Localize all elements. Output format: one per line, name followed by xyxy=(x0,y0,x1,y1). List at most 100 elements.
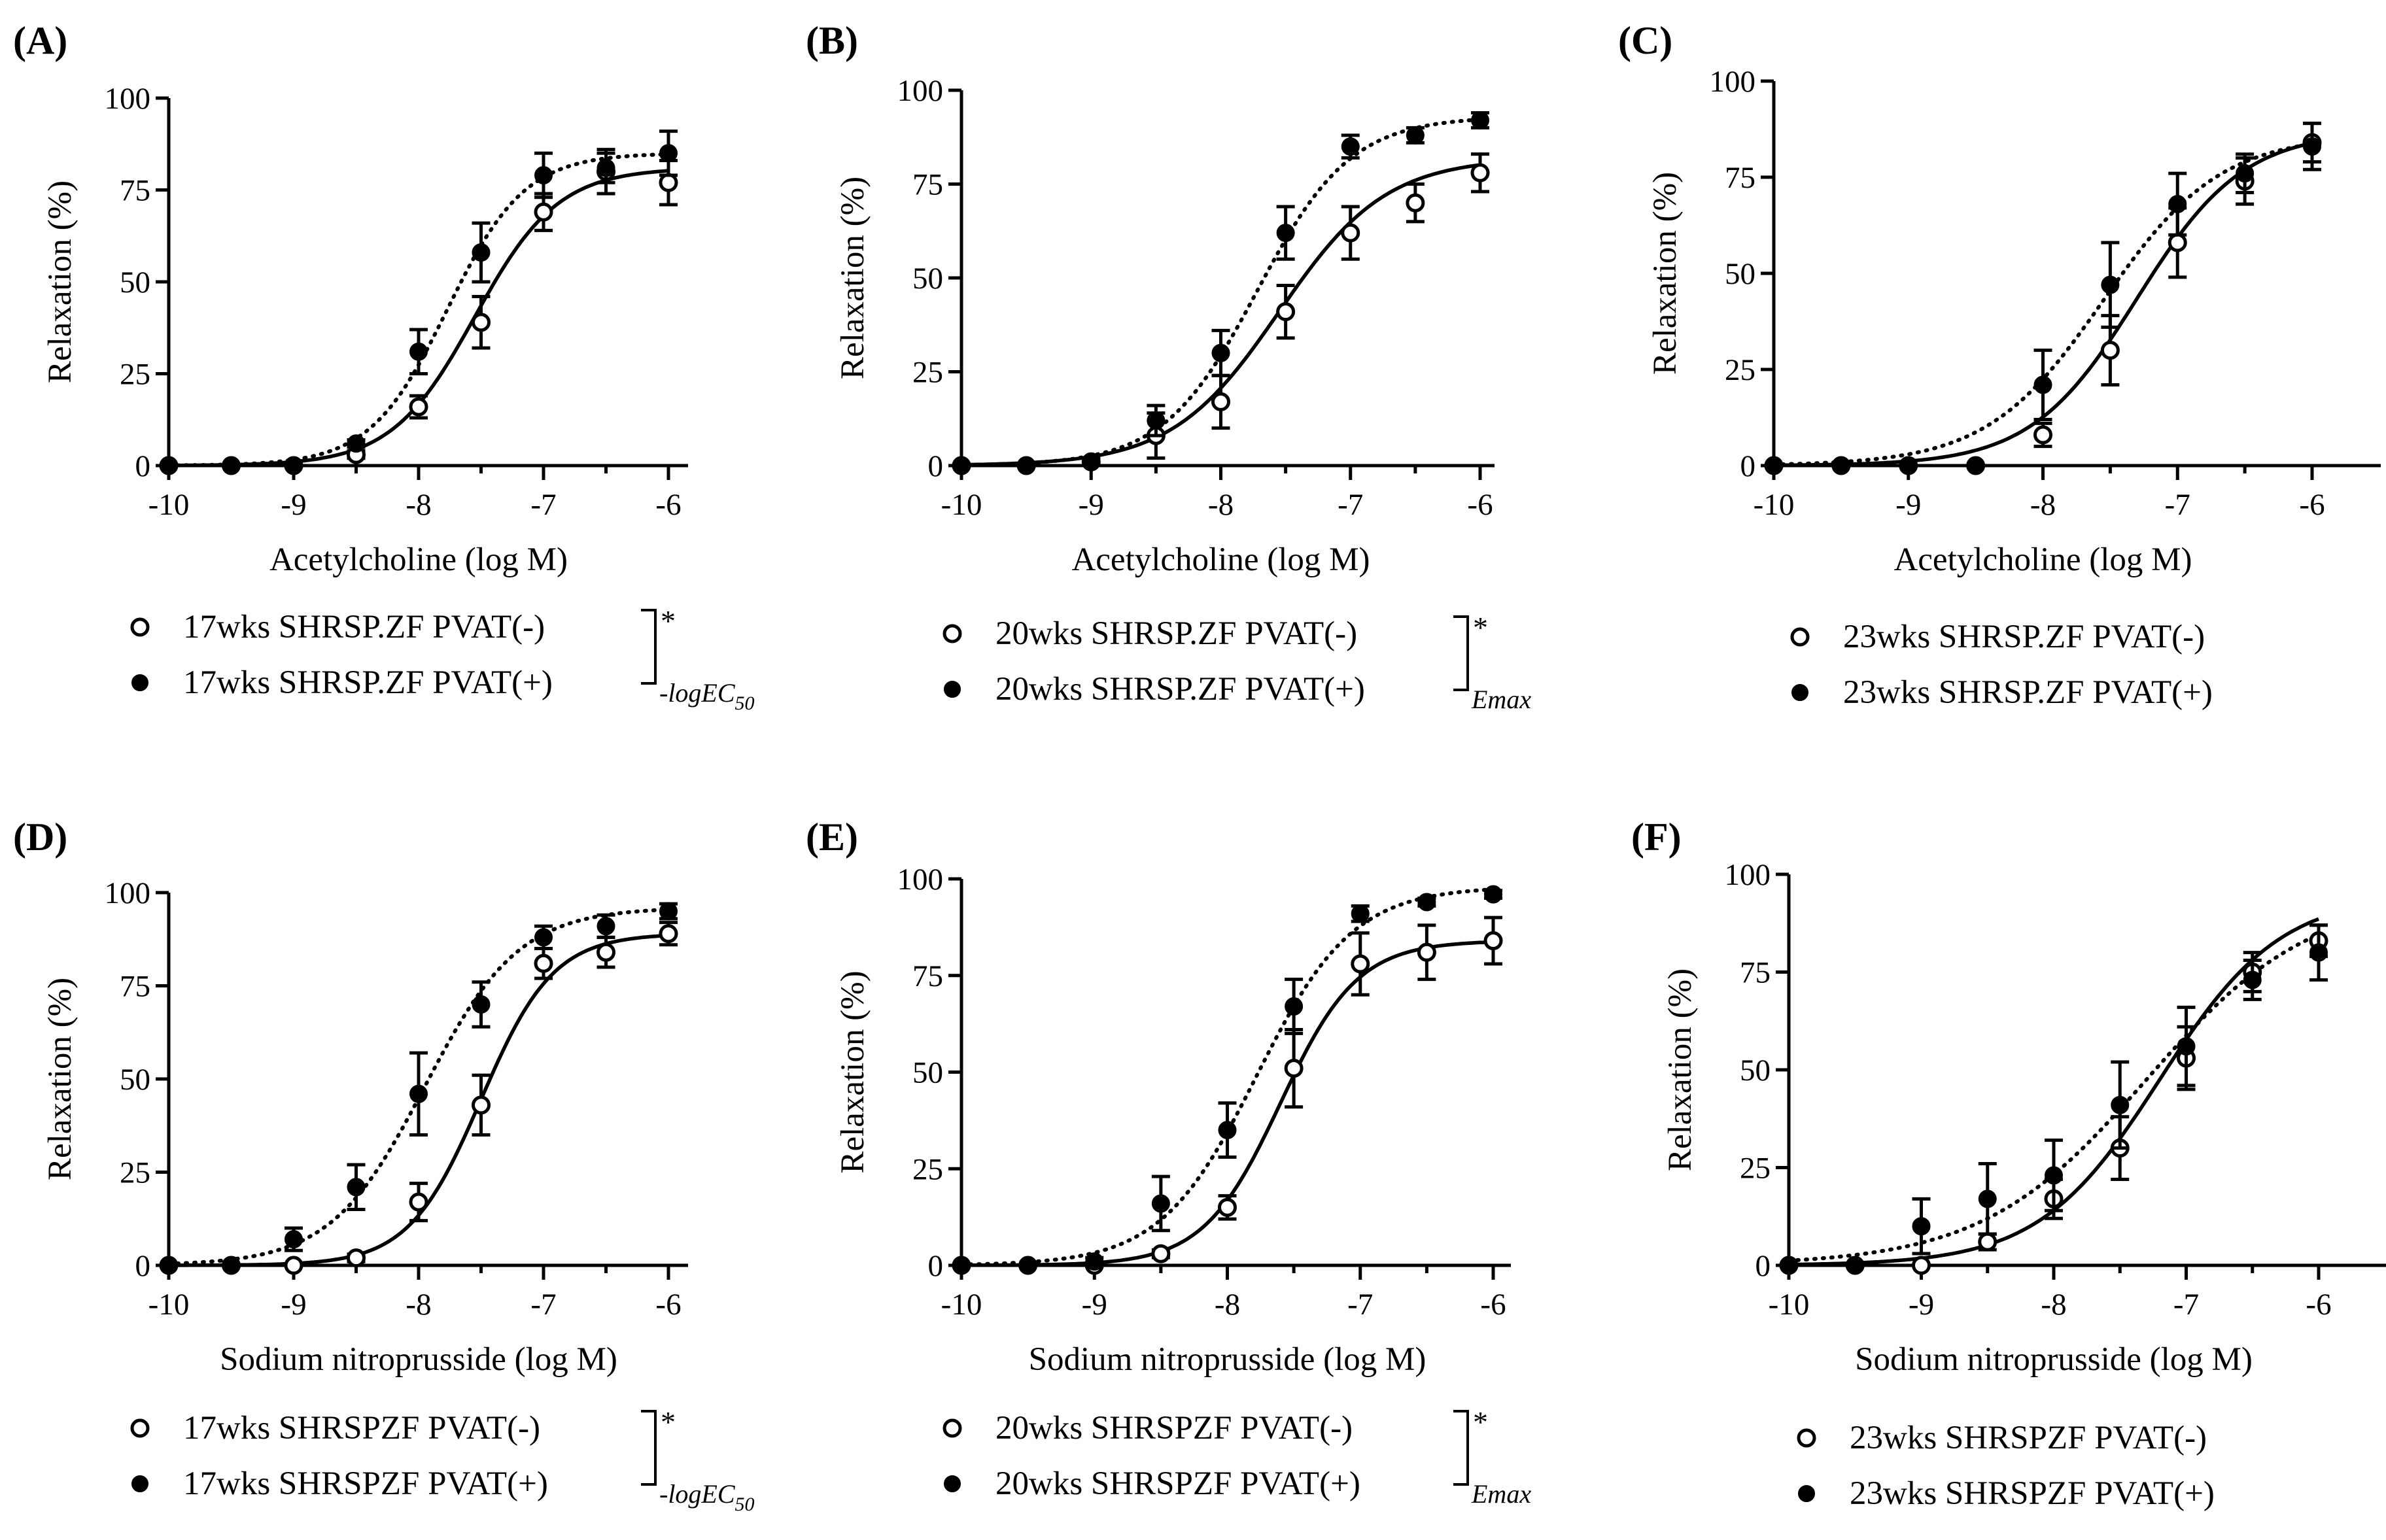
significance-bracket xyxy=(641,1410,657,1486)
data-point-pvat-plus xyxy=(347,1178,366,1197)
data-point-pvat-minus xyxy=(534,202,553,222)
legend-marker-open xyxy=(130,617,150,637)
data-point-pvat-plus xyxy=(2101,275,2120,294)
fit-curve-pvat-plus xyxy=(1787,933,2321,1263)
y-tick-label: 25 xyxy=(1740,1152,1771,1186)
y-tick-label: 0 xyxy=(928,449,944,483)
significance-bracket xyxy=(1453,1410,1469,1486)
significance-star: * xyxy=(1473,611,1488,644)
data-point-pvat-plus xyxy=(1218,1121,1237,1140)
legend-entry: 23wks SHRSP.ZF PVAT(-) xyxy=(1843,619,2205,655)
data-point-pvat-plus xyxy=(1351,904,1370,923)
data-point-pvat-minus xyxy=(659,924,678,944)
significance-star: * xyxy=(661,1405,676,1439)
significance-label: -logEC50 xyxy=(659,1479,755,1515)
x-tick-label: -8 xyxy=(406,488,431,522)
data-point-pvat-minus xyxy=(1151,1244,1171,1263)
x-tick-label: -10 xyxy=(1769,1288,1810,1322)
legend-entry: 20wks SHRSP.ZF PVAT(+) xyxy=(995,671,1365,708)
data-point-pvat-minus xyxy=(347,1248,366,1268)
x-tick-label: -10 xyxy=(941,1288,982,1322)
data-point-pvat-plus xyxy=(1978,1189,1997,1208)
data-point-pvat-plus xyxy=(472,995,491,1014)
panel-label: (B) xyxy=(806,19,858,62)
data-point-pvat-plus xyxy=(2303,137,2321,156)
legend-entry: 23wks SHRSPZF PVAT(+) xyxy=(1850,1475,2215,1512)
data-point-pvat-plus xyxy=(1082,453,1101,471)
x-tick-label: -9 xyxy=(1909,1288,1934,1322)
data-point-pvat-minus xyxy=(1470,163,1490,182)
data-point-pvat-minus xyxy=(472,1095,491,1115)
y-tick-label: 100 xyxy=(897,863,944,897)
significance-label: -logEC50 xyxy=(659,678,755,714)
legend-marker-filled xyxy=(944,681,961,698)
data-point-pvat-plus xyxy=(2243,970,2262,989)
x-tick-label: -10 xyxy=(1754,488,1795,522)
y-tick-label: 100 xyxy=(1725,858,1771,892)
panel-f: (F) 0 25 50 75 100 -10 -9 -8 -7 -6 Sodium nitroprus… xyxy=(1631,815,2386,1512)
x-tick-label: -9 xyxy=(281,488,306,522)
panel-c: (C) 0 25 50 75 100 -10 -9 -8 -7 -6 Acetylcholine (l… xyxy=(1618,19,2381,711)
data-point-pvat-minus xyxy=(409,397,428,417)
y-axis-label: Relaxation (%) xyxy=(42,180,78,383)
data-point-pvat-plus xyxy=(1276,224,1295,243)
data-point-pvat-minus xyxy=(1912,1256,1931,1275)
data-point-pvat-plus xyxy=(2045,1166,2063,1185)
data-point-pvat-plus xyxy=(1151,1194,1170,1213)
data-point-pvat-plus xyxy=(2177,1037,2196,1056)
panel-a: (A) 0 25 50 75 100 -10 -9 -8 -7 -6 Acetylcholine (l… xyxy=(13,19,755,714)
x-axis-label: Sodium nitroprusside (log M) xyxy=(220,1341,617,1378)
x-tick-label: -7 xyxy=(530,1288,556,1322)
data-point-pvat-plus xyxy=(1765,456,1783,475)
data-point-pvat-minus xyxy=(1483,931,1503,951)
legend-marker-open xyxy=(130,1418,150,1438)
y-tick-label: 25 xyxy=(1725,353,1755,387)
x-tick-label: -6 xyxy=(1480,1288,1506,1322)
y-axis-label: Relaxation (%) xyxy=(835,970,871,1173)
data-point-pvat-plus xyxy=(472,243,491,262)
legend-entry: 17wks SHRSPZF PVAT(-) xyxy=(183,1410,540,1446)
data-point-pvat-minus xyxy=(1978,1232,1997,1252)
x-tick-label: -10 xyxy=(148,488,190,522)
x-axis-label: Acetylcholine (log M) xyxy=(269,541,568,578)
data-point-pvat-minus xyxy=(1211,392,1230,411)
data-point-pvat-plus xyxy=(1085,1252,1104,1271)
x-tick-label: -7 xyxy=(530,488,556,522)
legend-entry: 20wks SHRSPZF PVAT(+) xyxy=(995,1465,1360,1502)
data-point-pvat-minus xyxy=(284,1256,303,1275)
data-point-pvat-plus xyxy=(1471,111,1489,129)
legend-marker-open xyxy=(1790,627,1810,647)
x-tick-label: -8 xyxy=(1208,488,1234,522)
significance-label: Emax xyxy=(1471,685,1531,714)
y-tick-label: 0 xyxy=(135,1249,151,1283)
legend-marker-filled xyxy=(1791,684,1808,701)
data-point-pvat-minus xyxy=(472,313,491,332)
y-tick-label: 50 xyxy=(120,1063,150,1097)
panel-label: (C) xyxy=(1618,19,1672,62)
data-point-pvat-minus xyxy=(2033,425,2052,445)
x-tick-label: -7 xyxy=(1347,1288,1373,1322)
legend: 23wks SHRSP.ZF PVAT(-) 23wks SHRSP.ZF PVA… xyxy=(1790,619,2213,711)
x-axis-label: Acetylcholine (log M) xyxy=(1071,541,1370,578)
y-tick-label: 25 xyxy=(912,1152,943,1186)
data-point-pvat-plus xyxy=(1846,1256,1865,1275)
data-point-pvat-plus xyxy=(285,456,303,475)
y-axis-label: Relaxation (%) xyxy=(1647,172,1684,375)
y-tick-label: 25 xyxy=(912,356,943,390)
legend-entry: 20wks SHRSPZF PVAT(-) xyxy=(995,1410,1353,1446)
data-point-pvat-plus xyxy=(2168,195,2187,214)
data-point-pvat-minus xyxy=(1417,942,1436,962)
x-tick-label: -8 xyxy=(406,1288,431,1322)
x-tick-label: -9 xyxy=(281,1288,306,1322)
legend-marker-filled xyxy=(944,1475,961,1492)
legend: 17wks SHRSP.ZF PVAT(-) 17wks SHRSP.ZF PVA… xyxy=(130,604,755,714)
significance-label: Emax xyxy=(1471,1479,1531,1509)
y-tick-label: 50 xyxy=(912,262,943,296)
data-point-pvat-plus xyxy=(2236,164,2255,183)
data-point-pvat-plus xyxy=(1017,456,1036,475)
x-tick-label: -9 xyxy=(1079,488,1104,522)
data-point-pvat-minus xyxy=(1284,1059,1304,1078)
legend: 20wks SHRSPZF PVAT(-) 20wks SHRSPZF PVAT(… xyxy=(942,1405,1531,1509)
data-point-pvat-plus xyxy=(596,158,615,177)
